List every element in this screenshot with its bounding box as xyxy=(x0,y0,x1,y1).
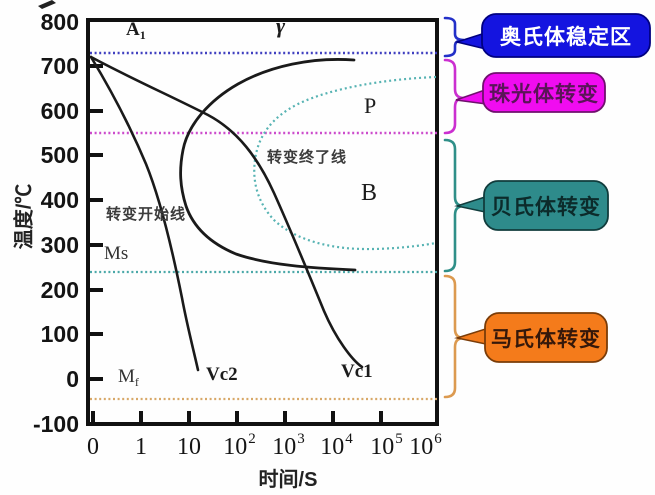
y-tick-800: 800 xyxy=(40,9,79,35)
end-line-annotation: 转变终了线 xyxy=(267,149,348,166)
x-tick-10e2: 102 xyxy=(223,431,256,460)
austenite-zone-brace xyxy=(443,16,465,58)
y-axis-ticks xyxy=(89,64,103,381)
x-tick-1: 1 xyxy=(135,434,147,460)
pearlite-region-label: P xyxy=(364,93,377,118)
y-tick-200: 200 xyxy=(40,277,79,303)
y-tick-300: 300 xyxy=(40,232,79,258)
x-tick-10e6: 106 xyxy=(409,431,442,460)
transformation-start-curve xyxy=(179,58,357,272)
a1-label: A1 xyxy=(126,19,146,42)
start-line-annotation: 转变开始线 xyxy=(106,206,187,223)
vc2-label: Vc2 xyxy=(206,364,238,385)
bainite-callout-label: 贝氏体转变 xyxy=(491,195,601,219)
y-tick-400: 400 xyxy=(40,187,79,213)
gamma-austenite-label: γ xyxy=(276,13,286,38)
transformation-end-curve xyxy=(253,75,437,251)
martensite-callout-bubble xyxy=(484,312,608,363)
x-axis-ticks xyxy=(91,411,383,424)
ms-label: Ms xyxy=(104,243,129,264)
y-tick-500: 500 xyxy=(40,142,79,168)
vc2-cooling-curve xyxy=(89,55,200,372)
vc1-cooling-curve xyxy=(89,55,364,369)
vc1-label: Vc1 xyxy=(341,361,373,382)
pearlite-zone-brace xyxy=(443,58,465,135)
crop-artifact-mark xyxy=(38,0,56,9)
x-tick-10e4: 104 xyxy=(320,431,353,460)
austenite-callout-label: 奥氏体稳定区 xyxy=(500,25,632,49)
x-tick-10e3: 103 xyxy=(272,431,305,460)
mf-label: Mf xyxy=(118,366,139,389)
x-axis-title: 时间/S xyxy=(258,469,318,491)
bainite-region-label: B xyxy=(361,180,378,206)
y-axis-title: 温度/℃ xyxy=(13,183,36,250)
austenite-callout-bubble xyxy=(481,13,651,58)
x-tick-10: 10 xyxy=(177,434,201,460)
bainite-callout-bubble xyxy=(483,180,609,231)
y-tick-600: 600 xyxy=(40,98,79,124)
y-tick-100: 100 xyxy=(40,321,79,347)
y-tick-0: 0 xyxy=(66,366,79,392)
x-tick-10e5: 105 xyxy=(370,431,403,460)
plot-border xyxy=(86,18,439,426)
y-tick-700: 700 xyxy=(40,53,79,79)
pearlite-callout-bubble xyxy=(482,72,606,113)
martensite-callout-label: 马氏体转变 xyxy=(491,327,601,351)
pearlite-callout-label: 珠光体转变 xyxy=(489,82,599,106)
x-tick-0: 0 xyxy=(87,434,99,460)
y-tick-neg100: -100 xyxy=(32,411,79,437)
